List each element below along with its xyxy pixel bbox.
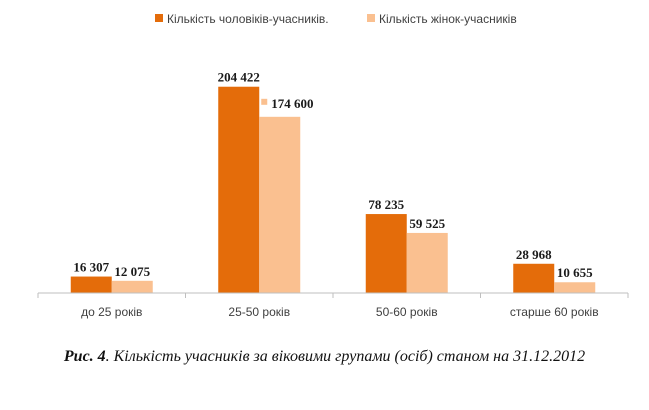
legend-swatch-men: [155, 14, 163, 22]
bars-group: [70, 86, 596, 293]
caption-text: . Кількість учасників за віковими групам…: [105, 348, 586, 365]
x-ticks-group: до 25 років 25-50 років 50-60 років старше …: [37, 293, 629, 319]
caption-number: Рис. 4: [63, 348, 106, 365]
data-label-men-1: 16 307: [73, 260, 109, 275]
bar-chart: Кількість чоловіків-учасників. Кількість…: [37, 12, 629, 319]
bar-men-2: [218, 86, 260, 293]
legend-label-men: Кількість чоловіків-учасників.: [167, 12, 329, 26]
bar-women-1: [111, 280, 153, 293]
data-labels-group: 16 307 12 075 204 422 174 600 78 235 59 525 28…: [73, 70, 593, 281]
x-tick-label-3: 50-60 років: [376, 305, 438, 319]
figure-caption: Рис. 4. Кількість учасників за віковими …: [0, 348, 649, 366]
data-label-women-4: 10 655: [557, 265, 593, 280]
data-label-men-3: 78 235: [368, 197, 404, 212]
bar-women-4: [554, 282, 596, 293]
data-label-men-2: 204 422: [218, 70, 260, 85]
bar-men-1: [70, 276, 112, 293]
legend: Кількість чоловіків-учасників. Кількість…: [155, 12, 517, 26]
bar-men-3: [365, 214, 407, 293]
x-tick-label-1: до 25 років: [81, 305, 142, 319]
legend-label-women: Кількість жінок-учасників: [379, 12, 517, 26]
data-label-men-4: 28 968: [516, 247, 552, 262]
bar-women-2: [259, 116, 301, 293]
bar-men-4: [513, 263, 555, 293]
data-label-women-3: 59 525: [409, 216, 445, 231]
data-label-women-1: 12 075: [114, 264, 150, 279]
x-tick-label-2: 25-50 років: [228, 305, 290, 319]
bar-women-3: [406, 232, 448, 293]
x-tick-label-4: старше 60 років: [510, 305, 599, 319]
data-label-women-2: 174 600: [271, 96, 313, 111]
legend-swatch-women: [367, 14, 375, 22]
data-label-marker-women-2: [261, 98, 268, 105]
